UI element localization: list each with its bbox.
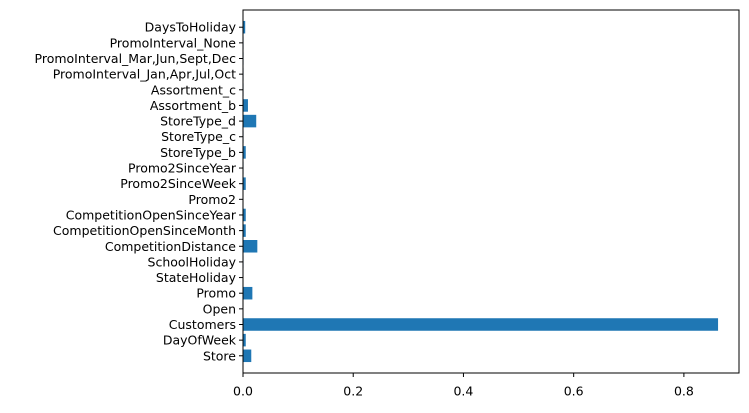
- plot-frame: [242, 9, 740, 374]
- y-tick-label: Customers: [169, 317, 236, 332]
- bar-storetype-b: [243, 146, 246, 159]
- bar-promo: [243, 286, 253, 300]
- x-axis-ticks: 0.0 0.2 0.4 0.6 0.8: [233, 373, 694, 399]
- x-tick-label: 0.2: [343, 384, 363, 399]
- y-tick-label: Promo2: [188, 192, 236, 207]
- y-tick-label: DaysToHoliday: [145, 20, 237, 35]
- y-tick-label: Assortment_b: [150, 98, 236, 113]
- bar-competitionopensinceyear: [243, 208, 246, 222]
- bar-promo2sinceweek: [243, 177, 246, 190]
- y-tick-label: Store: [203, 348, 236, 363]
- y-tick-label: CompetitionDistance: [105, 239, 236, 254]
- y-axis-ticks: StoreDayOfWeekCustomersOpenPromoStateHol…: [35, 20, 243, 363]
- y-tick-label: Promo2SinceYear: [128, 161, 237, 176]
- x-tick-label: 0.0: [233, 384, 253, 399]
- bar-competitionopensincemonth: [243, 224, 246, 237]
- y-tick-label: StoreType_c: [161, 129, 236, 144]
- bar-assortment-b: [243, 99, 248, 112]
- y-tick-label: SchoolHoliday: [148, 254, 237, 269]
- y-tick-label: CompetitionOpenSinceYear: [66, 207, 237, 222]
- y-tick-label: PromoInterval_Mar,Jun,Sept,Dec: [35, 51, 237, 66]
- bar-customers: [243, 318, 719, 331]
- bars-layer: [243, 20, 719, 363]
- bar-competitiondistance: [243, 240, 258, 253]
- y-tick-label: Promo2SinceWeek: [120, 176, 237, 191]
- bar-store: [243, 349, 252, 363]
- x-tick-label: 0.8: [674, 384, 694, 399]
- y-tick-label: StateHoliday: [156, 270, 237, 285]
- y-tick-label: Promo: [196, 286, 236, 301]
- y-tick-label: CompetitionOpenSinceMonth: [53, 223, 236, 238]
- x-tick-label: 0.6: [564, 384, 584, 399]
- y-tick-label: StoreType_b: [160, 145, 236, 160]
- y-tick-label: PromoInterval_None: [110, 35, 237, 50]
- bar-daystoholiday: [243, 20, 246, 34]
- y-tick-label: PromoInterval_Jan,Apr,Jul,Oct: [53, 67, 236, 82]
- bar-dayofweek: [243, 333, 246, 347]
- y-tick-label: Assortment_c: [151, 82, 236, 97]
- bar-storetype-d: [243, 114, 257, 128]
- y-tick-label: StoreType_d: [160, 114, 236, 129]
- x-tick-label: 0.4: [453, 384, 473, 399]
- y-tick-label: Open: [203, 301, 236, 316]
- y-tick-label: DayOfWeek: [163, 333, 237, 348]
